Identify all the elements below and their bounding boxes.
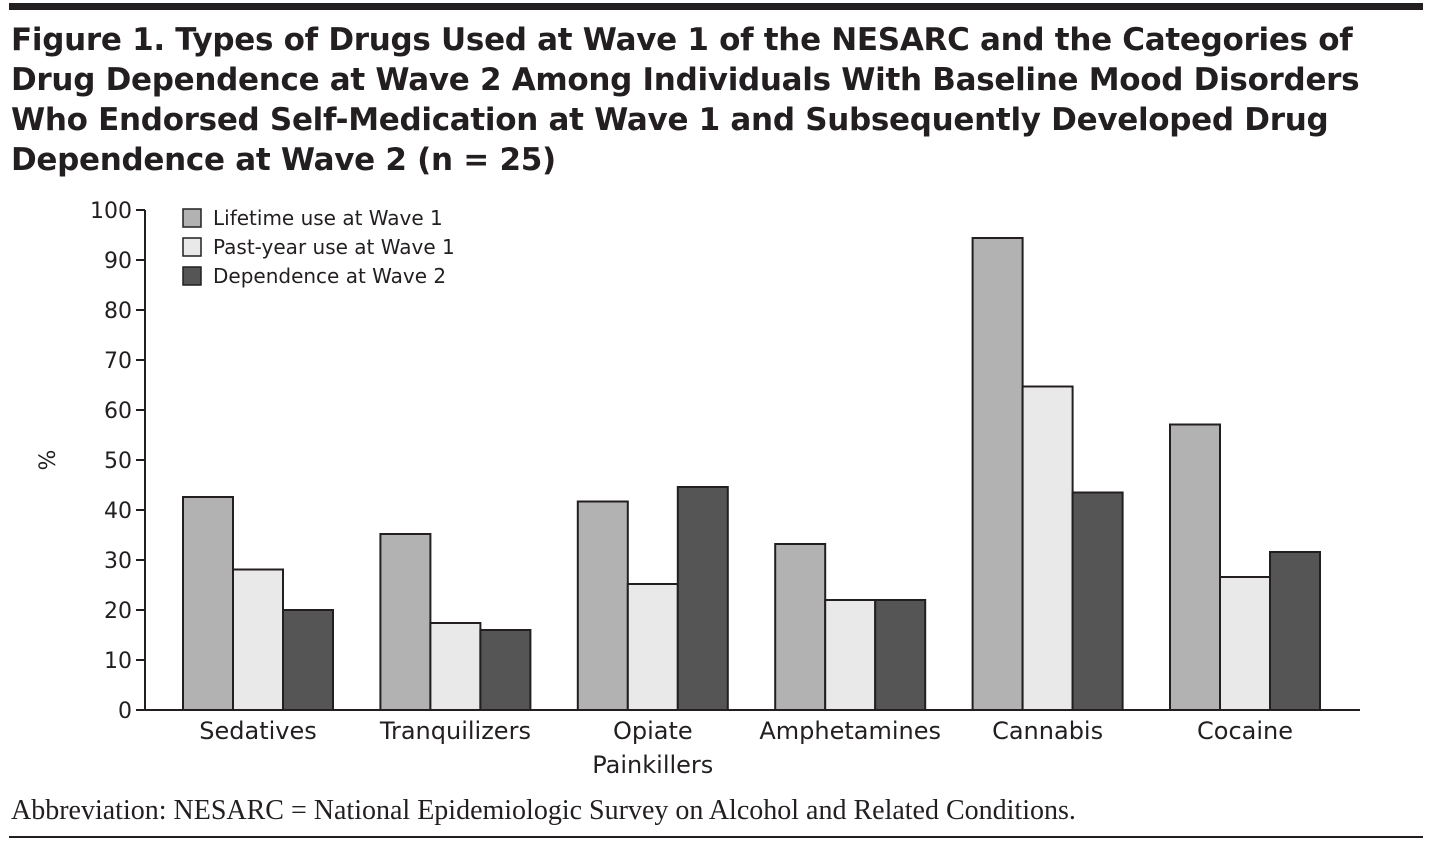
legend-label: Past-year use at Wave 1 — [213, 235, 455, 259]
legend-label: Dependence at Wave 2 — [213, 264, 446, 288]
bar-lifetime — [971, 237, 1024, 711]
x-category-label: Opiate Painkillers — [592, 717, 713, 779]
y-tick-label: 70 — [104, 349, 132, 374]
bar-lifetime — [379, 533, 432, 711]
y-tick-label: 90 — [104, 249, 132, 274]
legend-swatch — [182, 208, 202, 228]
bar-dependence — [1071, 491, 1124, 711]
y-tick-label: 40 — [104, 499, 132, 524]
top-rule — [9, 3, 1423, 10]
bar-lifetime — [1169, 423, 1221, 711]
x-category-label: Tranquilizers — [379, 717, 531, 745]
x-category-label: Amphetamines — [759, 717, 941, 745]
abbreviation-footnote: Abbreviation: NESARC = National Epidemio… — [11, 795, 1076, 826]
bar-dependence — [282, 609, 334, 711]
x-category-label: Cannabis — [992, 717, 1103, 745]
x-category-label: Sedatives — [199, 717, 317, 745]
figure-title: Figure 1. Types of Drugs Used at Wave 1 … — [11, 22, 1360, 178]
bar-dependence — [874, 599, 927, 711]
legend-swatch — [182, 237, 202, 257]
bar-chart: 0 10 20 30 40 50 60 70 80 90 100% Sedatives Tranquil… — [36, 199, 1360, 779]
bar-past-year — [1219, 576, 1271, 711]
y-tick-label: 80 — [104, 299, 132, 324]
bar-lifetime — [182, 496, 234, 711]
y-axis-label: % — [36, 450, 61, 471]
y-tick-label: 30 — [104, 549, 132, 574]
bar-lifetime — [576, 500, 629, 711]
y-tick-label: 10 — [104, 649, 132, 674]
y-tick-label: 20 — [104, 599, 132, 624]
bar-past-year — [429, 622, 482, 711]
bar-dependence — [1269, 551, 1321, 711]
x-category-label: Cocaine — [1197, 717, 1293, 745]
bar-past-year — [232, 568, 284, 711]
bottom-rule — [9, 836, 1423, 838]
bar-past-year — [626, 583, 679, 711]
legend-label: Lifetime use at Wave 1 — [213, 206, 443, 230]
bar-dependence — [479, 629, 532, 711]
y-tick-label: 100 — [90, 199, 132, 224]
bar-past-year — [1021, 385, 1074, 711]
bar-dependence — [676, 486, 729, 711]
bar-lifetime — [774, 543, 827, 711]
bar-past-year — [824, 599, 877, 711]
y-tick-label: 50 — [104, 449, 132, 474]
y-tick-label: 0 — [118, 699, 132, 724]
legend-swatch — [182, 266, 202, 286]
y-tick-label: 60 — [104, 399, 132, 424]
